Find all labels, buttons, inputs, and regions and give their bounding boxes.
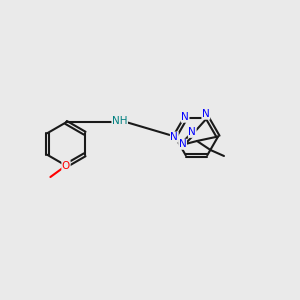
Text: O: O bbox=[62, 160, 70, 171]
Text: N: N bbox=[202, 109, 210, 119]
Text: N: N bbox=[181, 112, 189, 122]
Text: N: N bbox=[170, 132, 178, 142]
Text: N: N bbox=[179, 139, 187, 149]
Text: NH: NH bbox=[112, 116, 128, 127]
Text: N: N bbox=[188, 127, 196, 137]
